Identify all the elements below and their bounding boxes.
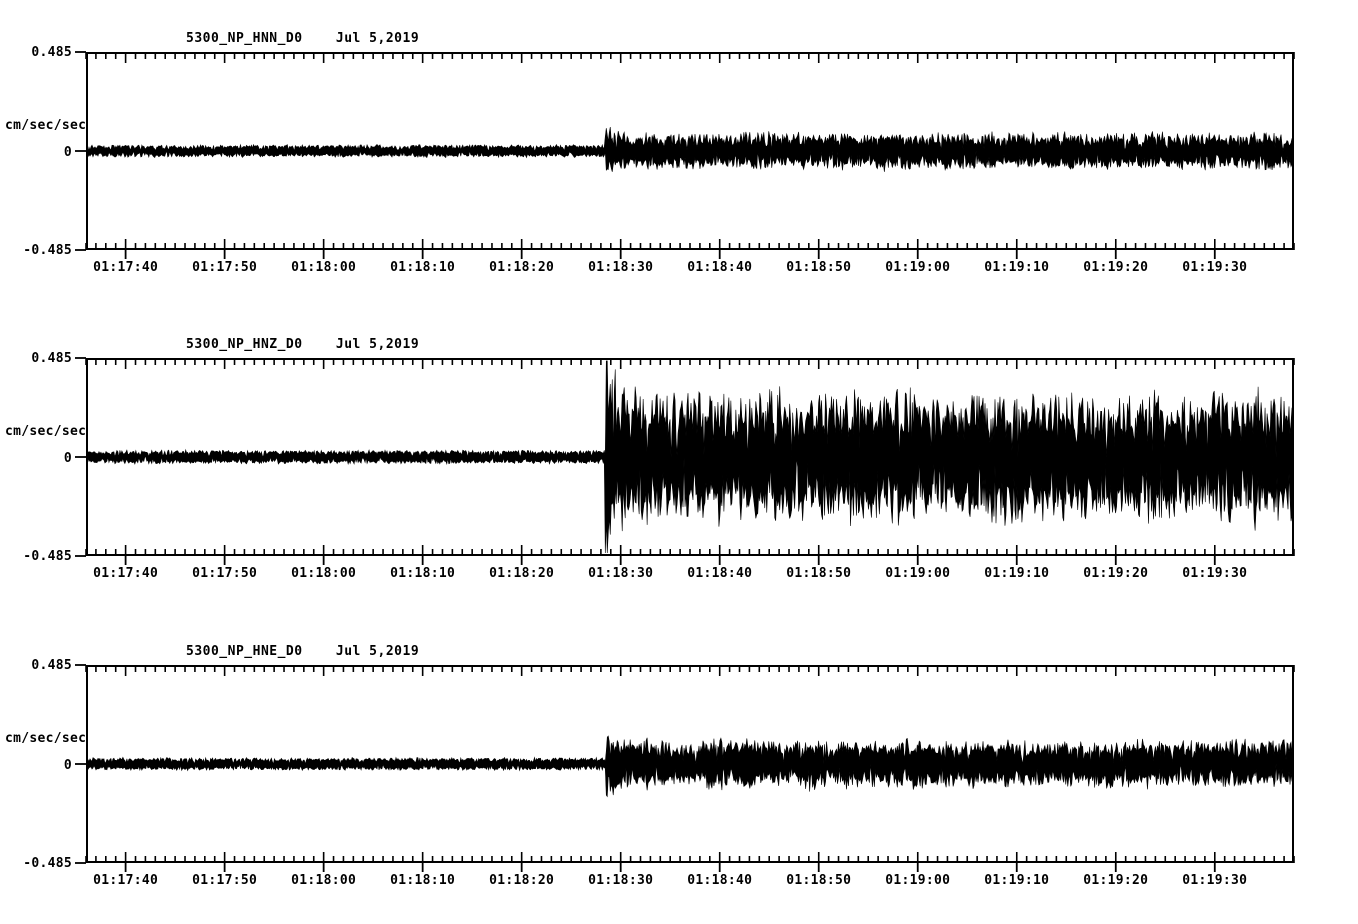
x-tick-label: 01:19:30 [1182, 566, 1248, 581]
x-tick-label: 01:18:10 [390, 873, 456, 888]
x-tick-label: 01:18:30 [588, 566, 654, 581]
plot-frame-hnz [86, 358, 1294, 556]
y-axis-max-label-hnz: 0.485 [31, 351, 72, 366]
x-tick-label: 01:19:20 [1083, 260, 1149, 275]
y-axis-max-label-hne: 0.485 [31, 658, 72, 673]
y-axis-zero-label-hnz: 0 [63, 451, 72, 466]
seismic-panel-hnn: 5300_NP_HNN_D0 Jul 5,2019 0.485 cm/sec/s… [0, 0, 1358, 300]
plot-frame-hnn [86, 52, 1294, 250]
y-axis-unit-label-hne: cm/sec/sec [5, 731, 87, 746]
x-tick-label: 01:19:30 [1182, 260, 1248, 275]
x-tick-label: 01:17:50 [192, 566, 258, 581]
x-axis-labels-hnn: 01:17:40 01:17:50 01:18:00 01:18:10 01:18:20… [0, 260, 1358, 280]
x-tick-label: 01:18:20 [489, 260, 555, 275]
x-tick-label: 01:19:00 [885, 260, 951, 275]
waveform-area-hnz [88, 360, 1292, 554]
x-tick-label: 01:17:50 [192, 873, 258, 888]
y-axis-zero-label-hnn: 0 [63, 145, 72, 160]
x-tick-label: 01:18:30 [588, 873, 654, 888]
x-axis-labels-hnz: 01:17:40 01:17:50 01:18:00 01:18:10 01:18:20… [0, 566, 1358, 586]
x-tick-label: 01:18:40 [687, 873, 753, 888]
y-axis-zero-label-hne: 0 [63, 758, 72, 773]
x-tick-label: 01:18:20 [489, 873, 555, 888]
x-tick-label: 01:18:00 [291, 260, 357, 275]
x-tick-label: 01:19:10 [984, 260, 1050, 275]
x-tick-label: 01:18:40 [687, 260, 753, 275]
panel-title-hnz: 5300_NP_HNZ_D0 Jul 5,2019 [186, 337, 420, 352]
y-axis-unit-label-hnz: cm/sec/sec [5, 424, 87, 439]
x-tick-label: 01:18:30 [588, 260, 654, 275]
plot-frame-hne [86, 665, 1294, 863]
x-tick-label: 01:17:40 [93, 566, 159, 581]
waveform-area-hne [88, 667, 1292, 861]
x-tick-label: 01:19:00 [885, 873, 951, 888]
x-tick-label: 01:17:50 [192, 260, 258, 275]
x-tick-label: 01:17:40 [93, 260, 159, 275]
seismic-panel-hne: 5300_NP_HNE_D0 Jul 5,2019 0.485 cm/sec/s… [0, 613, 1358, 913]
panel-title-hnn: 5300_NP_HNN_D0 Jul 5,2019 [186, 31, 420, 46]
y-axis-max-label-hnn: 0.485 [31, 45, 72, 60]
y-axis-min-label-hne: -0.485 [23, 856, 72, 871]
waveform-area-hnn [88, 54, 1292, 248]
x-tick-label: 01:19:30 [1182, 873, 1248, 888]
x-tick-label: 01:18:50 [786, 566, 852, 581]
panel-title-hne: 5300_NP_HNE_D0 Jul 5,2019 [186, 644, 420, 659]
x-tick-label: 01:18:00 [291, 873, 357, 888]
seismic-panel-hnz: 5300_NP_HNZ_D0 Jul 5,2019 0.485 cm/sec/s… [0, 306, 1358, 606]
x-tick-label: 01:18:40 [687, 566, 753, 581]
x-tick-label: 01:18:10 [390, 566, 456, 581]
x-tick-label: 01:19:10 [984, 873, 1050, 888]
x-tick-label: 01:19:00 [885, 566, 951, 581]
x-tick-label: 01:19:10 [984, 566, 1050, 581]
x-tick-label: 01:19:20 [1083, 873, 1149, 888]
x-tick-label: 01:17:40 [93, 873, 159, 888]
x-tick-label: 01:18:20 [489, 566, 555, 581]
x-tick-label: 01:19:20 [1083, 566, 1149, 581]
x-tick-label: 01:18:50 [786, 873, 852, 888]
y-axis-min-label-hnz: -0.485 [23, 549, 72, 564]
x-tick-label: 01:18:10 [390, 260, 456, 275]
x-tick-label: 01:18:50 [786, 260, 852, 275]
x-tick-label: 01:18:00 [291, 566, 357, 581]
y-axis-unit-label-hnn: cm/sec/sec [5, 118, 87, 133]
y-axis-min-label-hnn: -0.485 [23, 243, 72, 258]
x-axis-labels-hne: 01:17:40 01:17:50 01:18:00 01:18:10 01:18:20… [0, 873, 1358, 893]
